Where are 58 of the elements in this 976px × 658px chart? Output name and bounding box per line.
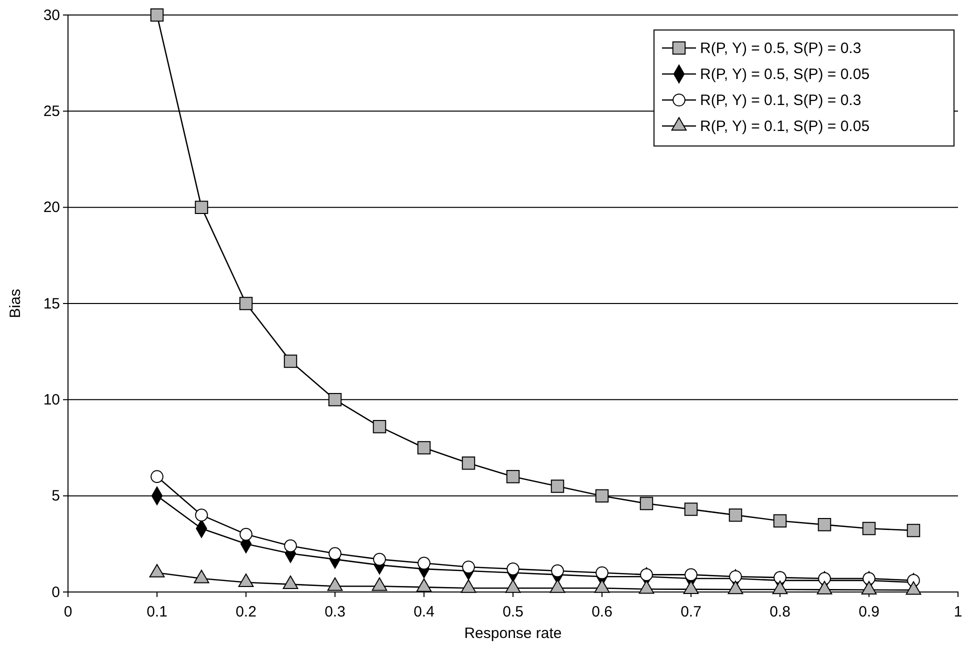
point	[818, 518, 832, 532]
x-tick-label: 0.5	[502, 604, 524, 620]
point	[684, 502, 698, 516]
point	[729, 570, 742, 584]
point	[728, 508, 742, 522]
point	[818, 572, 831, 585]
x-tick-label: 0.8	[770, 604, 790, 620]
point	[418, 556, 430, 570]
y-tick-label: 15	[43, 295, 60, 312]
point	[773, 514, 787, 528]
point	[194, 200, 208, 214]
legend-label: R(P, Y) = 0.1, S(P) = 0.3	[700, 92, 862, 109]
x-tick-label: 0.6	[592, 604, 612, 620]
x-tick-label: 0.4	[414, 604, 434, 620]
point	[239, 296, 253, 310]
point	[595, 489, 609, 502]
point	[240, 528, 252, 541]
point	[550, 480, 564, 493]
point	[862, 572, 876, 585]
x-tick-label: 0.9	[858, 604, 880, 620]
x-tick-label: 0	[64, 604, 72, 620]
point	[284, 354, 298, 368]
point	[462, 456, 476, 470]
y-tick-label: 0	[52, 584, 60, 601]
legend-label: R(P, Y) = 0.5, S(P) = 0.3	[700, 40, 862, 57]
point	[150, 8, 164, 22]
point	[195, 508, 208, 522]
point	[596, 566, 608, 580]
x-tick-label: 1	[954, 604, 962, 620]
point	[417, 441, 431, 454]
point	[906, 524, 920, 538]
point	[684, 568, 698, 582]
x-tick-label: 0.1	[146, 604, 168, 620]
point	[640, 568, 653, 582]
x-tick-label: 0.3	[324, 604, 346, 620]
point	[328, 393, 342, 406]
point	[284, 539, 297, 552]
point	[862, 522, 876, 536]
point	[551, 564, 564, 578]
x-axis-title: Response rate	[464, 625, 562, 642]
y-tick-label: 20	[43, 199, 60, 216]
point	[372, 420, 386, 434]
point	[328, 547, 342, 560]
point	[774, 571, 786, 584]
x-tick-label: 0.7	[680, 604, 702, 620]
x-tick-label: 0.2	[236, 604, 256, 620]
y-tick-label: 10	[43, 391, 60, 408]
point	[506, 562, 520, 576]
legend-label: R(P, Y) = 0.1, S(P) = 0.05	[700, 118, 870, 135]
point	[373, 552, 386, 566]
y-axis-title: Bias	[7, 288, 24, 318]
y-tick-label: 5	[52, 488, 60, 505]
legend-label: R(P, Y) = 0.5, S(P) = 0.05	[700, 66, 870, 83]
y-tick-label: 30	[43, 6, 60, 24]
point	[506, 470, 520, 484]
y-tick-label: 25	[43, 102, 60, 120]
point	[640, 496, 654, 510]
point	[462, 560, 475, 574]
